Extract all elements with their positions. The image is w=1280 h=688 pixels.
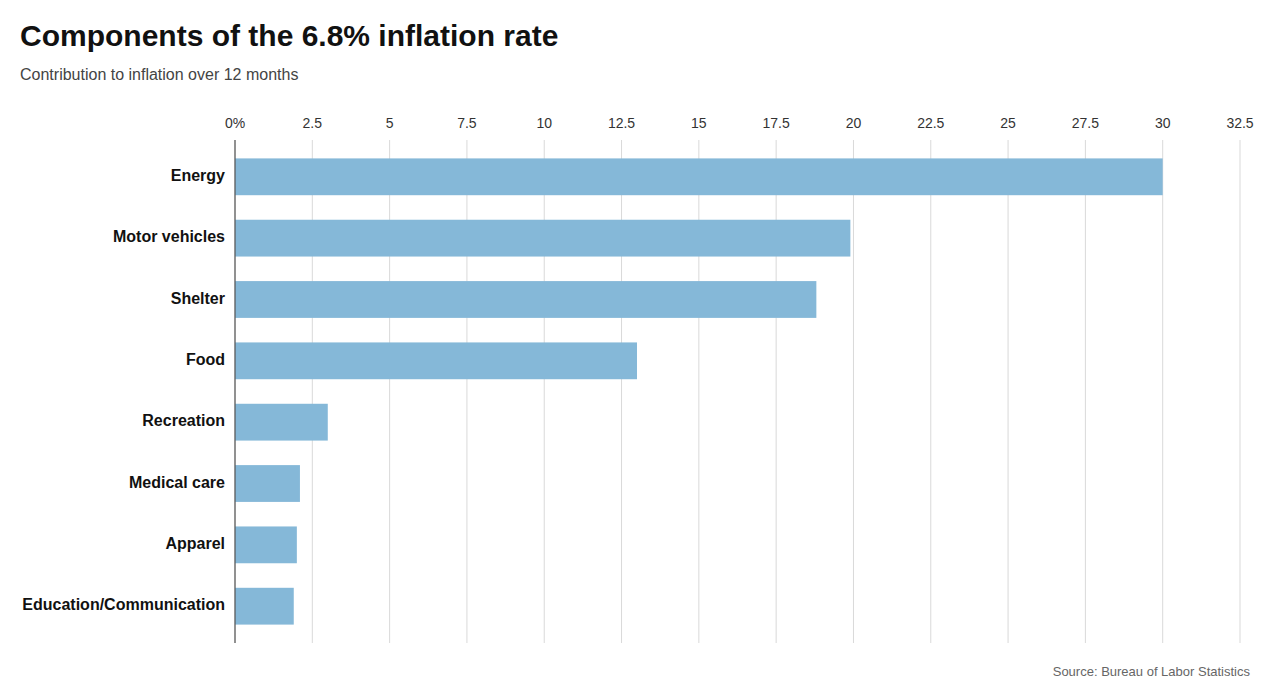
category-label: Food — [186, 351, 225, 368]
category-label: Recreation — [142, 412, 225, 429]
tick-label: 32.5 — [1226, 115, 1253, 131]
tick-label: 27.5 — [1072, 115, 1099, 131]
bar — [235, 281, 816, 318]
grid-line — [1008, 140, 1009, 643]
grid-line — [1085, 140, 1086, 643]
background — [0, 0, 1280, 688]
tick-label: 12.5 — [608, 115, 635, 131]
tick-label: 22.5 — [917, 115, 944, 131]
tick-label: 15 — [691, 115, 707, 131]
grid-line — [466, 140, 467, 643]
bars — [235, 158, 1163, 624]
category-label: Apparel — [165, 535, 225, 552]
bar — [235, 588, 294, 625]
category-label: Energy — [171, 167, 225, 184]
grid-line — [930, 140, 931, 643]
bar — [235, 342, 637, 379]
y-labels: Energy Motor vehicles Shelter Food Recreatio… — [22, 167, 225, 613]
grid-line — [1162, 140, 1163, 643]
tick-label: 25 — [1000, 115, 1016, 131]
title: Components of the 6.8% inflation rate — [20, 19, 558, 52]
category-label: Motor vehicles — [113, 228, 225, 245]
category-label: Medical care — [129, 474, 225, 491]
tick-label: 7.5 — [457, 115, 477, 131]
bar — [235, 404, 328, 441]
x-ticks: 0% 2.5 5 7.5 10 12.5 15 17.5 20 22.5 25 27.5 30 32.5 — [225, 115, 1254, 131]
grid-line — [235, 140, 236, 643]
tick-label: 20 — [846, 115, 862, 131]
grid-line — [853, 140, 854, 643]
bar — [235, 465, 300, 502]
grid-line — [698, 140, 699, 643]
tick-label: 10 — [536, 115, 552, 131]
tick-label: 30 — [1155, 115, 1171, 131]
grid-line — [389, 140, 390, 643]
tick-label: 2.5 — [303, 115, 323, 131]
subtitle: Contribution to inflation over 12 months — [20, 66, 298, 83]
bar — [235, 220, 850, 257]
category-label: Shelter — [171, 290, 225, 307]
bar — [235, 158, 1163, 195]
tick-label: 17.5 — [763, 115, 790, 131]
grid-line — [621, 140, 622, 643]
tick-label: 5 — [386, 115, 394, 131]
category-label: Education/Communication — [22, 596, 225, 613]
grid-line — [312, 140, 313, 643]
page: Chart html, body { margin: 0; padding: 0… — [0, 0, 1280, 688]
page-body: {"chart_data": {"type": "bar", "orientat… — [0, 0, 1280, 688]
chart-svg: Components of the 6.8% inflation rate Con… — [0, 0, 1280, 688]
tick-label: 0% — [225, 115, 245, 131]
source-note: Source: Bureau of Labor Statistics — [1053, 664, 1251, 679]
grid-line — [1240, 140, 1241, 643]
y-axis-line — [234, 140, 235, 643]
chart-container: Components of the 6.8% inflation rate Con… — [0, 0, 1280, 688]
grid-line — [544, 140, 545, 643]
bar — [235, 526, 297, 563]
grid-line — [776, 140, 777, 643]
grid — [235, 140, 1240, 643]
